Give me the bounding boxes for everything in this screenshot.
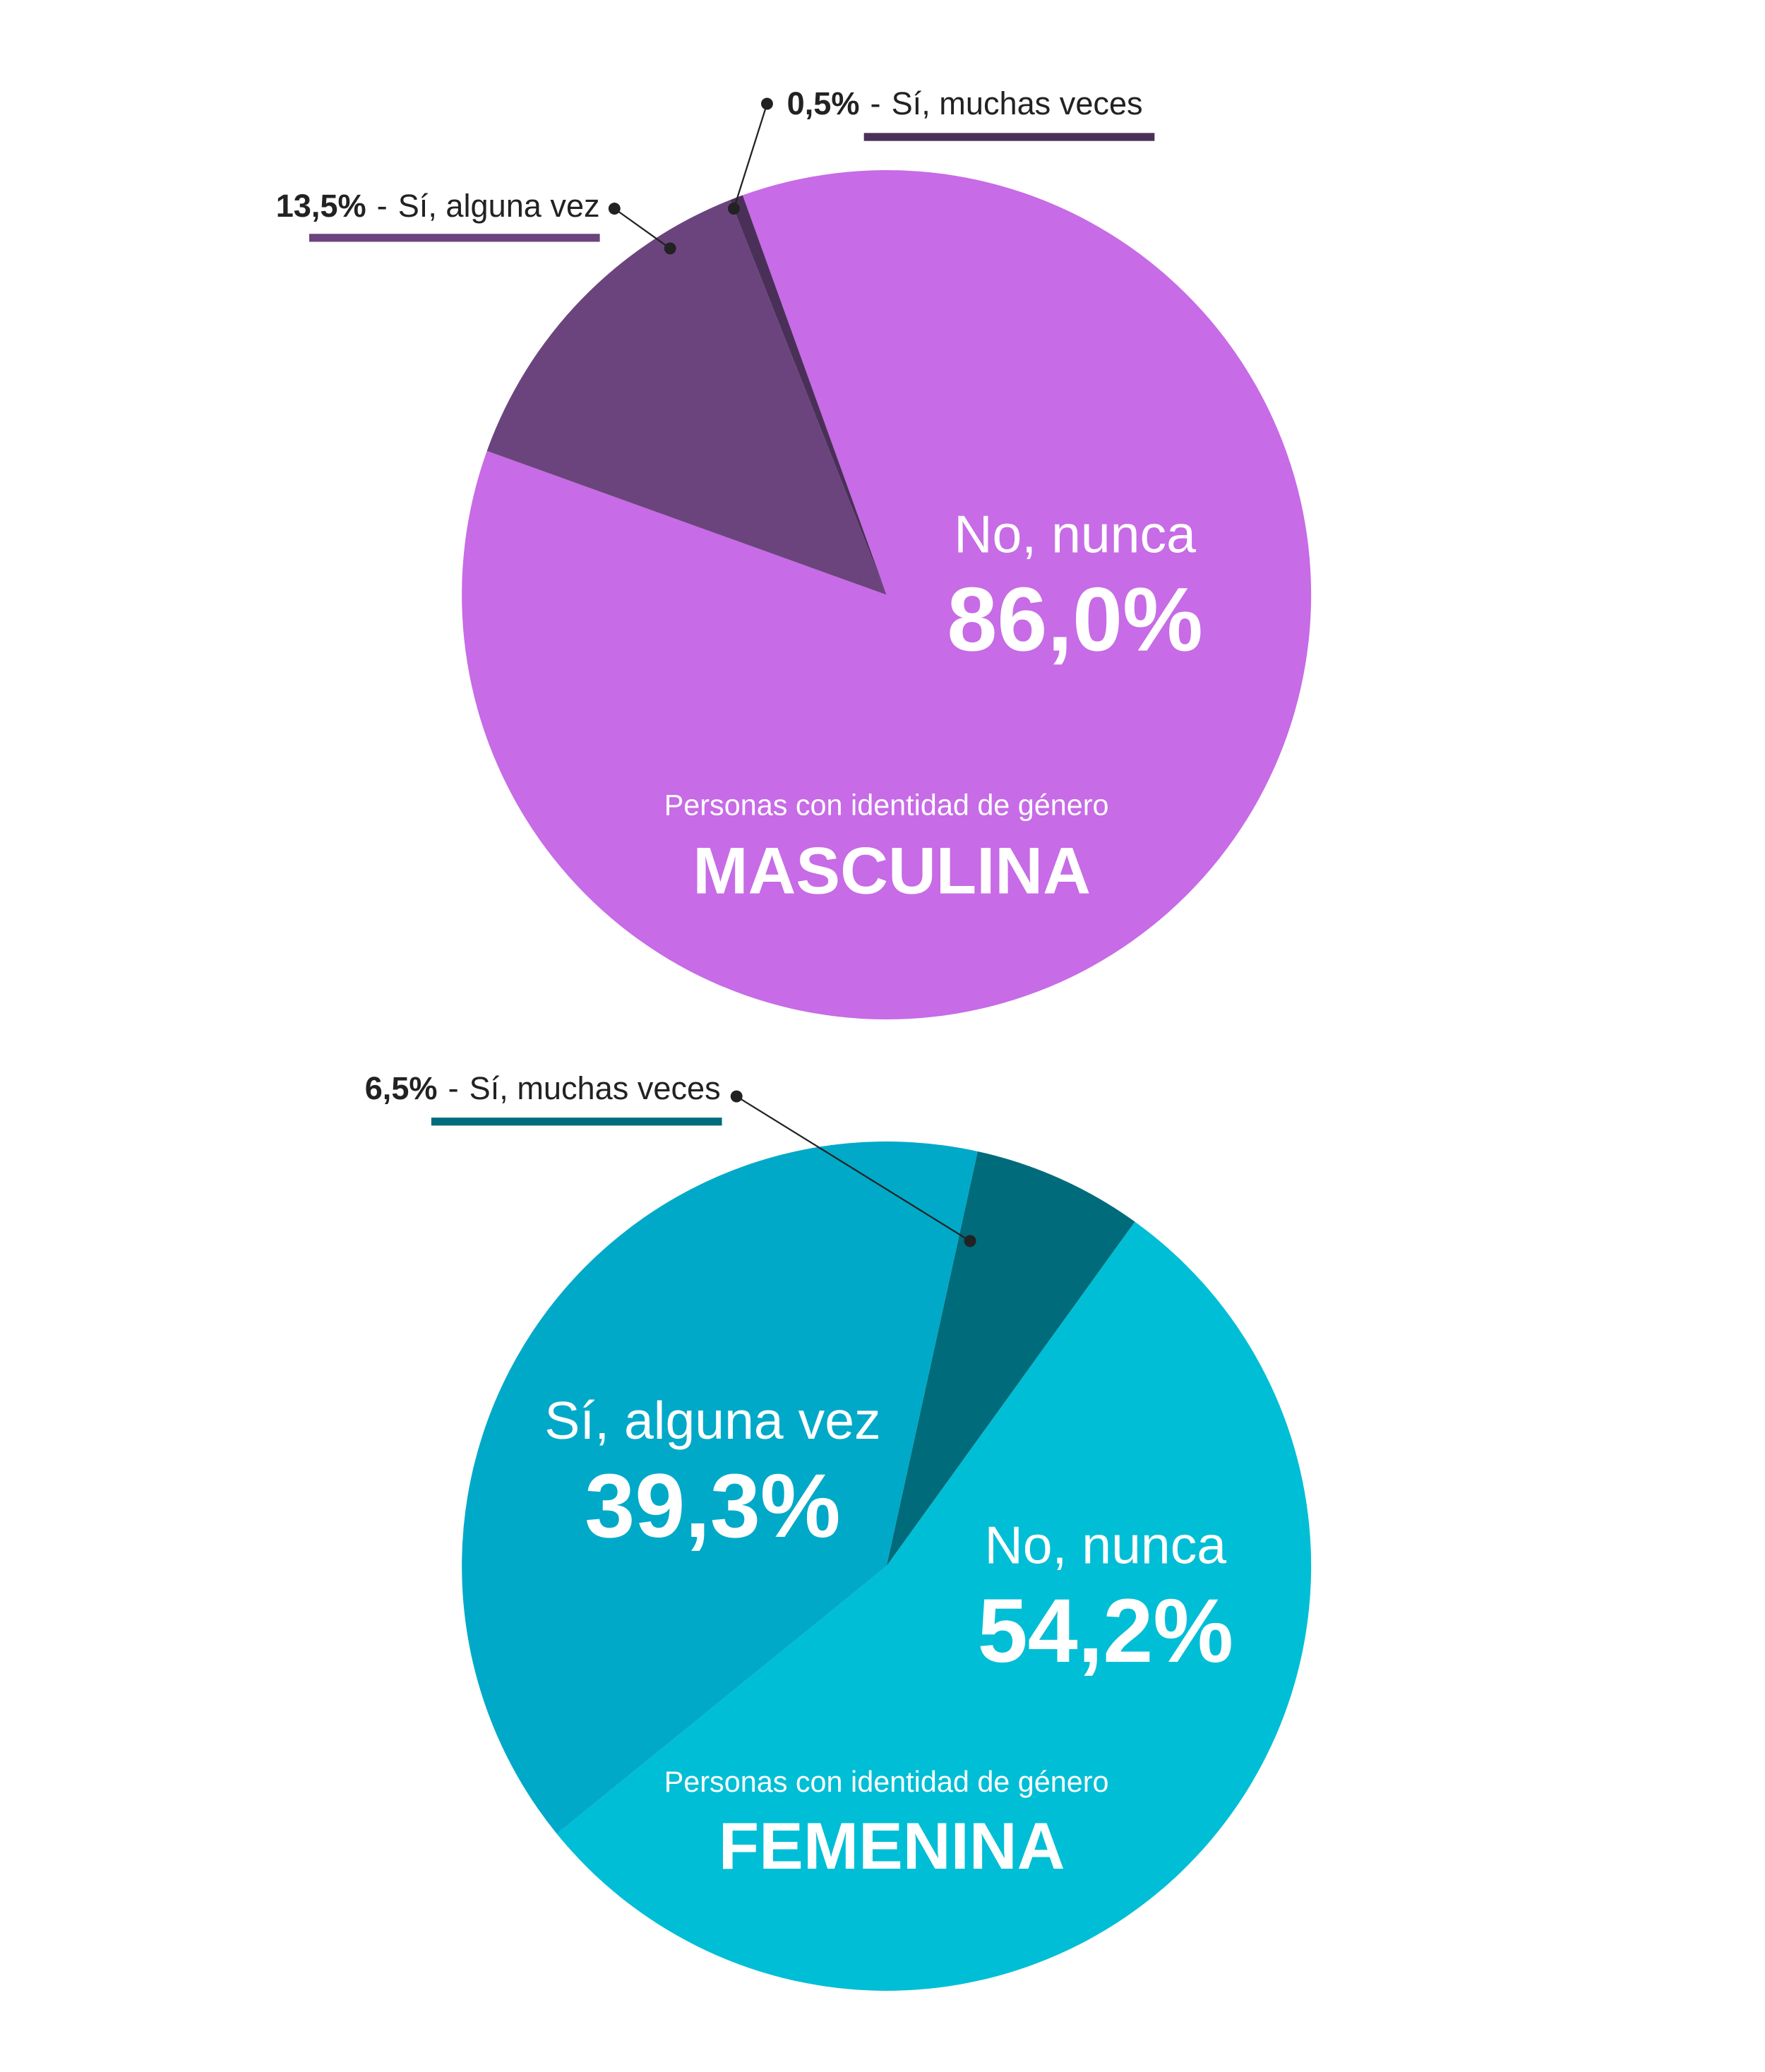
pie-slice bbox=[886, 1151, 1135, 1567]
pie-slice bbox=[462, 169, 1312, 1020]
leader-dot bbox=[761, 97, 773, 110]
callout-name: Sí, alguna vez bbox=[398, 188, 600, 224]
leader-line bbox=[614, 208, 671, 249]
slice-label: No, nunca bbox=[984, 1516, 1226, 1575]
pie-slice bbox=[486, 200, 887, 595]
leader-dot bbox=[964, 1235, 976, 1247]
leader-dot bbox=[664, 242, 676, 255]
callout-label: 6,5% - Sí, muchas veces bbox=[365, 1070, 721, 1106]
chart-title: MASCULINA bbox=[693, 833, 1091, 907]
slice-value: 39,3% bbox=[585, 1456, 840, 1557]
callout-label: 0,5% - Sí, muchas veces bbox=[787, 85, 1143, 121]
callout-label: 13,5% - Sí, alguna vez bbox=[276, 188, 600, 224]
callout-value: 13,5% bbox=[276, 188, 366, 224]
slice-value: 54,2% bbox=[978, 1581, 1233, 1682]
callout-name: Sí, muchas veces bbox=[469, 1070, 721, 1106]
chart-title: FEMENINA bbox=[719, 1809, 1065, 1883]
pie-slice bbox=[730, 195, 887, 595]
slice-label: No, nunca bbox=[954, 504, 1196, 563]
callout-underline bbox=[309, 234, 600, 242]
callout-value: 6,5% bbox=[365, 1070, 438, 1106]
leader-dot bbox=[730, 1090, 743, 1103]
leader-line bbox=[736, 1096, 971, 1242]
leader-dot bbox=[608, 203, 621, 215]
callout-underline bbox=[863, 133, 1155, 141]
callout-underline bbox=[431, 1118, 722, 1126]
leader-dot bbox=[728, 203, 740, 215]
callout-name: Sí, muchas veces bbox=[892, 85, 1143, 121]
callout-separator: - bbox=[870, 85, 881, 121]
callout-value: 0,5% bbox=[787, 85, 860, 121]
pie-slice bbox=[462, 1141, 978, 1834]
slice-value: 86,0% bbox=[947, 569, 1202, 670]
chart-subtitle: Personas con identidad de género bbox=[664, 789, 1109, 822]
chart-subtitle: Personas con identidad de género bbox=[664, 1766, 1109, 1798]
slice-label: Sí, alguna vez bbox=[544, 1391, 880, 1450]
callout-separator: - bbox=[377, 188, 388, 224]
callout-separator: - bbox=[448, 1070, 459, 1106]
pie-slice bbox=[556, 1221, 1312, 1991]
leader-line bbox=[733, 103, 768, 209]
